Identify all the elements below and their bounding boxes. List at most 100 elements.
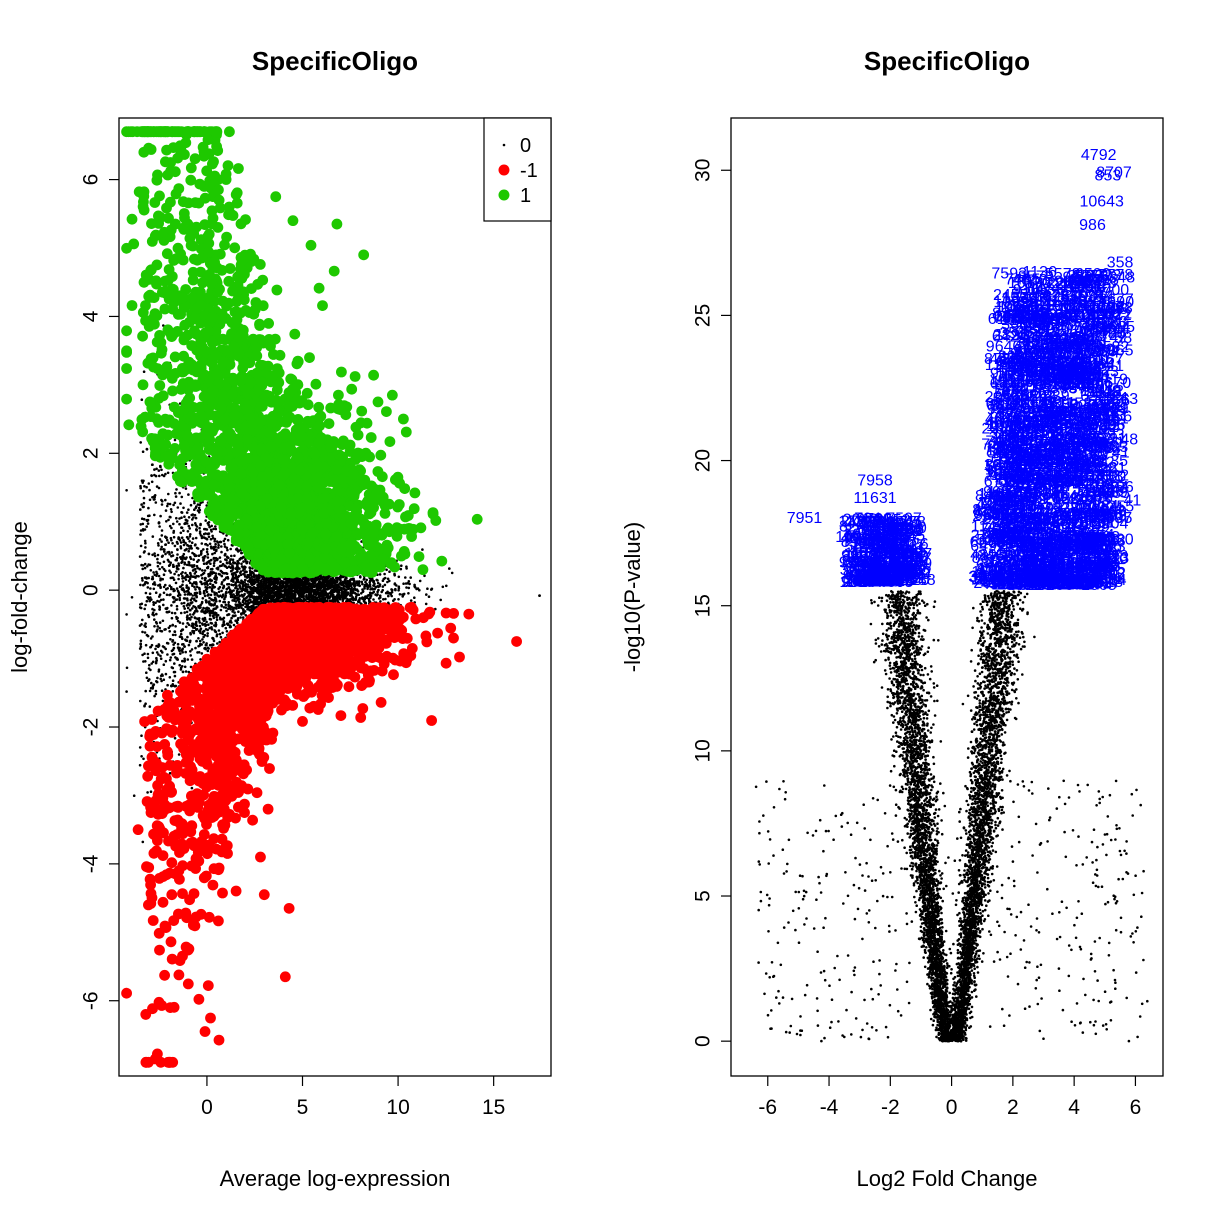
ma-point-ns [191, 524, 194, 527]
ma-point-ns [202, 636, 205, 639]
ma-point-ns [160, 499, 163, 502]
ma-point-ns [158, 525, 161, 528]
ma-point-ns [188, 547, 191, 550]
ma-point-ns [140, 734, 143, 737]
ma-point-ns [188, 525, 191, 528]
ma-point-ns [413, 596, 416, 599]
ma-point-ns [144, 625, 147, 628]
ma-point-ns [153, 614, 156, 617]
ma-point-ns [143, 551, 146, 554]
ma-point-ns [379, 573, 382, 576]
ma-point-ns [246, 608, 249, 611]
ma-point-ns [244, 589, 247, 592]
ma-point-ns [183, 553, 186, 556]
ma-point-ns [448, 567, 451, 570]
ma-point-ns [250, 610, 253, 613]
ma-point-ns [245, 571, 248, 574]
ma-point-ns [201, 652, 204, 655]
ma-plot-title: SpecificOligo [252, 46, 418, 76]
ma-point-ns [193, 581, 196, 584]
ma-point-ns [209, 543, 212, 546]
ma-point-ns [199, 625, 202, 628]
ma-point-ns [254, 581, 257, 584]
ma-point-ns [149, 690, 152, 693]
ma-point-ns [160, 546, 163, 549]
ma-point-ns [203, 562, 206, 565]
ma-point-ns [194, 543, 197, 546]
ma-point-ns [168, 610, 171, 613]
ma-point-ns [140, 755, 143, 758]
ma-point-ns [261, 584, 264, 587]
ma-point-ns [198, 651, 201, 654]
ma-point-ns [146, 600, 149, 603]
ma-point-ns [224, 601, 227, 604]
ma-point-ns [174, 625, 177, 628]
ma-point-ns [222, 621, 225, 624]
ma-point-ns [158, 605, 161, 608]
ma-point-ns [319, 589, 322, 592]
ma-point-ns [151, 463, 154, 466]
ma-point-ns [277, 579, 280, 582]
ma-point-ns [204, 528, 207, 531]
ma-point-ns [146, 565, 149, 568]
ma-point-ns [205, 600, 208, 603]
ma-point-ns [186, 511, 189, 514]
ma-point-ns [184, 522, 187, 525]
ma-point-ns [189, 618, 192, 621]
ma-point-ns [201, 609, 204, 612]
ma-point-ns [164, 553, 167, 556]
ma-point-ns [369, 585, 372, 588]
ma-point-ns [181, 496, 184, 499]
ma-point-ns [170, 527, 173, 530]
ma-point-ns [181, 511, 184, 514]
ma-point-ns [176, 658, 179, 661]
ma-point-ns [198, 511, 201, 514]
ma-point-ns [183, 561, 186, 564]
ma-point-ns [246, 586, 249, 589]
ma-point-ns [210, 580, 213, 583]
ma-point-ns [177, 574, 180, 577]
ma-point-ns [163, 573, 166, 576]
ma-point-ns [243, 612, 246, 615]
ma-point-ns [167, 472, 170, 475]
ma-point-ns [159, 577, 162, 580]
ma-point-ns [425, 603, 428, 606]
ma-point-ns [146, 791, 149, 794]
ma-point-ns [143, 497, 146, 500]
ma-point-ns [327, 583, 330, 586]
ma-point-ns [140, 623, 143, 626]
ma-point-ns [373, 591, 376, 594]
ma-point-ns [180, 633, 183, 636]
ma-point-ns [148, 667, 151, 670]
ma-point-ns [144, 604, 147, 607]
ma-point-ns [195, 595, 198, 598]
ma-point-ns [243, 565, 246, 568]
ma-point-ns [204, 607, 207, 610]
ma-point-ns [384, 577, 387, 580]
ma-point-ns [224, 594, 227, 597]
ma-point-ns [173, 573, 176, 576]
ma-point-ns [204, 532, 207, 535]
ma-point-ns [160, 469, 163, 472]
ma-point-ns [205, 642, 208, 645]
ma-point-ns [393, 574, 396, 577]
ma-point-ns [188, 516, 191, 519]
ma-point-ns [252, 588, 255, 591]
ma-point-ns [146, 677, 149, 680]
ma-point-ns [156, 677, 159, 680]
ma-point-ns [165, 660, 168, 663]
ma-point-ns [242, 560, 245, 563]
ma-point-ns [186, 611, 189, 614]
ma-point-ns [173, 536, 176, 539]
ma-point-ns [209, 582, 212, 585]
ma-point-ns [199, 530, 202, 533]
ma-point-ns [225, 604, 228, 607]
ma-point-ns [200, 552, 203, 555]
ma-point-ns [221, 632, 224, 635]
ma-point-ns [147, 507, 150, 510]
ma-point-ns [344, 579, 347, 582]
ma-point-ns [157, 653, 160, 656]
ma-point-ns [229, 626, 232, 629]
ma-point-ns [382, 598, 385, 601]
